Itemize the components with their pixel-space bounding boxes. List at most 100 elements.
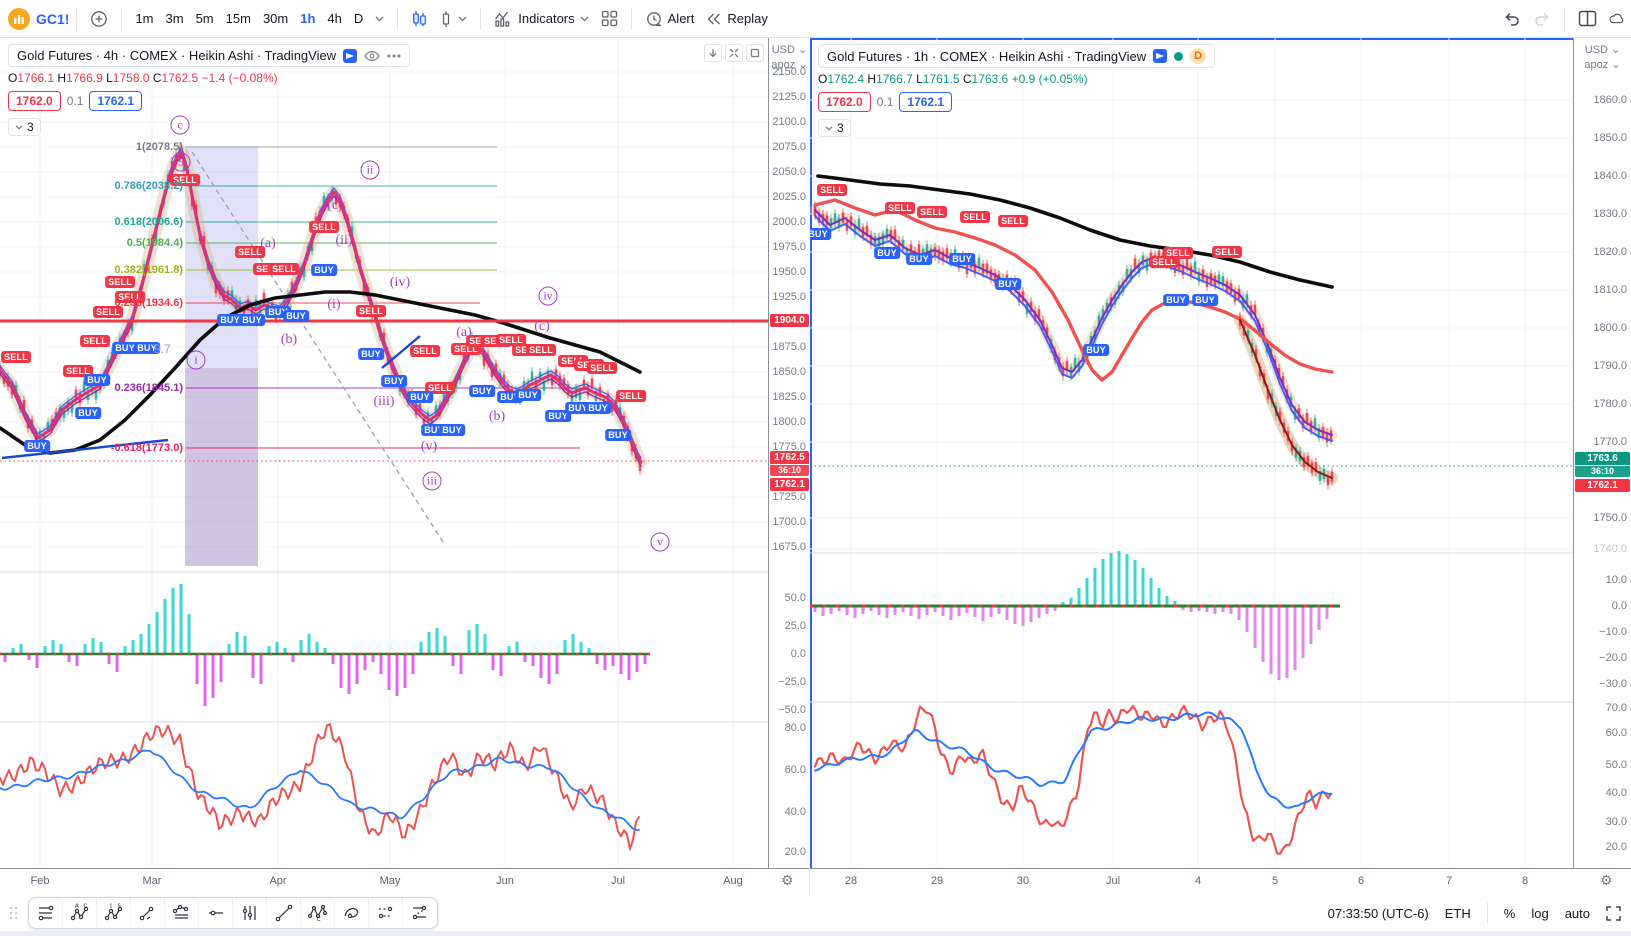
object-tree-toggle[interactable]: 3 [8, 118, 41, 136]
sell-signal-marker[interactable]: SELL [93, 306, 123, 318]
buy-signal-marker[interactable]: BUY [134, 342, 160, 354]
scroll-to-recent-icon[interactable] [704, 44, 722, 62]
timeframe-chevron-down-icon[interactable] [369, 12, 390, 26]
buy-signal-marker[interactable]: BUY [407, 391, 433, 403]
buy-signal-marker[interactable]: BUY [75, 407, 101, 419]
eye-icon[interactable] [364, 50, 380, 62]
buy-signal-marker[interactable]: BUY [439, 424, 465, 436]
sell-signal-marker[interactable]: SELL [309, 221, 339, 233]
redo-icon[interactable] [1527, 7, 1557, 31]
gear-icon[interactable]: ⚙ [1600, 872, 1613, 888]
buy-signal-marker[interactable]: BUY [217, 314, 243, 326]
buy-signal-marker[interactable]: BUY [239, 314, 265, 326]
log-scale-toggle[interactable]: log [1531, 905, 1549, 921]
buy-signal-marker[interactable]: BUY [112, 342, 138, 354]
timeframe-button-1m[interactable]: 1m [129, 7, 159, 30]
compare-add-icon[interactable] [84, 6, 114, 32]
buy-signal-marker[interactable]: BUY [585, 402, 611, 414]
chart-plot-4h[interactable]: SELL SELL SELL SELL SELL SELL SELL SELL SELL SELL… [0, 38, 768, 868]
flat-channel-icon[interactable] [165, 898, 199, 928]
sell-signal-marker[interactable]: SELL [496, 334, 526, 346]
sell-signal-marker[interactable]: SELL [356, 305, 386, 317]
price-axis-1h[interactable]: USD ⌄ apoz ⌄ 1860.0 1850.0 1840.0 1830.0 182… [1573, 38, 1631, 868]
timeframe-button-D[interactable]: D [348, 7, 369, 30]
sell-signal-marker[interactable]: SELL [1, 351, 31, 363]
bid-button[interactable]: 1762.0 [818, 92, 871, 112]
alert-button[interactable]: Alert [639, 6, 701, 32]
chart-title-pill[interactable]: Gold Futures · 1h · COMEX · Heikin Ashi … [818, 44, 1216, 68]
buy-signal-marker[interactable]: BUY [24, 440, 50, 452]
sell-signal-marker[interactable]: SELL [960, 211, 990, 223]
symbol-button[interactable]: GC1! [36, 10, 70, 27]
replay-button[interactable]: Replay [700, 7, 773, 30]
buy-signal-marker[interactable]: BUY [311, 264, 337, 276]
xabcd-pattern-icon[interactable]: C [301, 898, 335, 928]
timeframe-button-1h[interactable]: 1h [294, 7, 321, 30]
maximize-pane-icon[interactable] [746, 44, 764, 62]
parallel-channel-icon[interactable] [29, 898, 63, 928]
horizontal-ray-icon[interactable] [199, 898, 233, 928]
chart-panel-4h[interactable]: SELL SELL SELL SELL SELL SELL SELL SELL SELL SELL… [0, 38, 810, 895]
sell-signal-marker[interactable]: SELL [80, 335, 110, 347]
sell-signal-marker[interactable]: SELL [105, 276, 135, 288]
buy-signal-marker[interactable]: BUY [1083, 344, 1109, 356]
sell-signal-marker[interactable]: SELL [1149, 256, 1179, 268]
trend-line-icon[interactable] [267, 898, 301, 928]
object-tree-toggle[interactable]: 3 [818, 119, 851, 137]
sell-signal-marker[interactable]: SELL [587, 362, 617, 374]
toolbar-drag-handle[interactable] [10, 907, 20, 921]
buy-signal-marker[interactable]: BUY [906, 253, 932, 265]
disjoint-channel-icon[interactable] [403, 898, 437, 928]
layout-icon[interactable] [1572, 6, 1603, 31]
auto-scale-toggle[interactable]: auto [1564, 905, 1590, 921]
buy-signal-marker[interactable]: BUY [810, 228, 831, 240]
percent-scale-toggle[interactable]: % [1503, 905, 1516, 921]
collapse-pane-icon[interactable] [725, 44, 743, 62]
delayed-data-badge[interactable]: D [1190, 48, 1207, 64]
time-axis-4h[interactable]: ⚙ Feb Mar Apr May Jun Jul Aug [0, 868, 809, 895]
chart-plot-1h[interactable]: SELL SELL SELL SELL SELL SELL SELL SELL BUY BUY BU… [810, 38, 1573, 868]
timeframe-button-15m[interactable]: 15m [220, 7, 257, 30]
gear-icon[interactable]: ⚙ [781, 872, 794, 888]
undo-icon[interactable] [1497, 7, 1527, 31]
time-axis-1h[interactable]: ⚙ 28 29 30 Jul 4 5 6 7 8 [810, 868, 1631, 895]
ask-button[interactable]: 1762.1 [89, 91, 143, 111]
timeframe-button-5m[interactable]: 5m [190, 7, 220, 30]
chart-title-pill[interactable]: Gold Futures · 4h · COMEX · Heikin Ashi … [8, 44, 411, 67]
sell-signal-marker[interactable]: SELL [425, 382, 455, 394]
ask-button[interactable]: 1762.1 [899, 92, 953, 112]
sell-signal-marker[interactable]: SELL [616, 390, 646, 402]
cycle-lines-icon[interactable] [335, 898, 369, 928]
sell-signal-marker[interactable]: SELL [917, 206, 947, 218]
buy-signal-marker[interactable]: BUY [565, 402, 591, 414]
buy-signal-marker[interactable]: BUY [874, 247, 900, 259]
sell-signal-marker[interactable]: SELL [1212, 246, 1242, 258]
dashed-channel-icon[interactable] [369, 898, 403, 928]
buy-signal-marker[interactable]: BUY [949, 253, 975, 265]
sell-signal-marker[interactable]: SELL [885, 202, 915, 214]
sell-signal-marker[interactable]: SELL [817, 184, 847, 196]
trend-angle-icon[interactable] [131, 898, 165, 928]
indicator-templates-icon[interactable] [595, 6, 624, 31]
buy-signal-marker[interactable]: BUY [469, 385, 495, 397]
sell-signal-marker[interactable]: SELL [998, 215, 1028, 227]
chart-style-candle-icon[interactable] [405, 6, 433, 32]
buy-signal-marker[interactable]: BUY [605, 429, 631, 441]
sell-signal-marker[interactable]: SELL [170, 174, 200, 186]
sell-signal-marker[interactable]: SELL [235, 246, 265, 258]
chart-style-hollow-candle-icon[interactable] [433, 6, 473, 32]
vertical-lines-icon[interactable] [233, 898, 267, 928]
session-toggle[interactable]: ETH [1444, 905, 1471, 921]
sell-signal-marker[interactable]: SELL [526, 344, 556, 356]
buy-signal-marker[interactable]: BUY [545, 410, 571, 422]
buy-signal-marker[interactable]: BUY [515, 389, 541, 401]
buy-signal-marker[interactable]: BUY [1192, 294, 1218, 306]
axis-units[interactable]: USD ⌄ apoz ⌄ [1584, 44, 1621, 71]
axis-units[interactable]: USD ⌄ apoz ⌄ [771, 44, 808, 71]
bid-button[interactable]: 1762.0 [8, 91, 61, 111]
more-options-icon[interactable] [387, 54, 401, 58]
buy-signal-marker[interactable]: BUY [358, 348, 384, 360]
cloud-save-icon[interactable] [1603, 7, 1625, 31]
